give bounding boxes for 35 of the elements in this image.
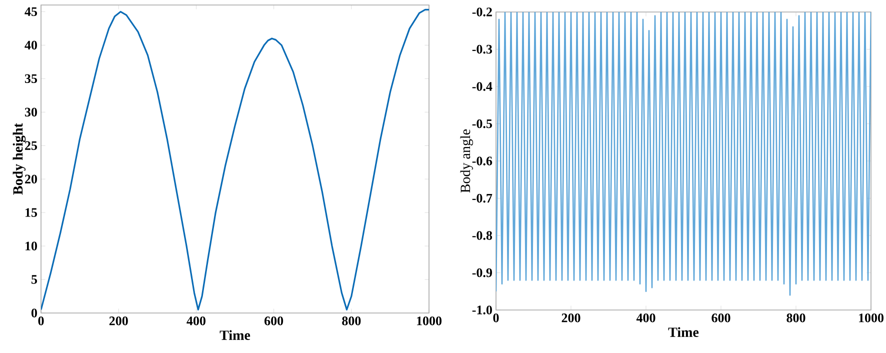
x-tick-label: 800: [342, 316, 361, 326]
y-tick-label: 20: [25, 174, 37, 184]
x-tick-label: 600: [264, 316, 284, 326]
y-tick-label: -0.5: [472, 119, 492, 128]
y-tick-label: -0.7: [472, 194, 492, 203]
y-tick-label: -0.3: [472, 44, 492, 54]
x-axis-title: Time: [220, 330, 250, 340]
x-tick-label: 200: [109, 316, 128, 326]
y-tick-label: 35: [24, 74, 38, 84]
y-axis-title: Body angle: [460, 129, 474, 193]
x-tick-label: 400: [186, 316, 206, 326]
x-tick-label: 0: [38, 316, 44, 326]
x-tick-label: 1000: [417, 316, 442, 326]
y-tick-label: 40: [24, 40, 37, 50]
x-tick-label: 200: [562, 314, 580, 322]
y-tick-label: 10: [26, 242, 37, 250]
x-tick-label: 800: [786, 314, 806, 322]
y-tick-label: 25: [25, 141, 38, 150]
y-tick-label: 45: [24, 7, 38, 16]
x-tick-label: 0: [493, 314, 499, 322]
y-tick-label: -0.9: [472, 268, 492, 278]
y-tick-label: -0.6: [472, 156, 492, 166]
line-series: [496, 12, 871, 296]
x-axis-title: Time: [668, 327, 699, 337]
y-tick-label: -0.8: [472, 231, 492, 240]
x-tick-label: 1000: [859, 314, 884, 322]
x-tick-label: 600: [712, 314, 730, 322]
y-tick-label: 15: [26, 208, 38, 217]
y-tick-label: 5: [32, 275, 38, 284]
y-tick-label: 30: [24, 108, 37, 117]
y-tick-label: -0.2: [472, 8, 492, 16]
y-tick-label: -0.4: [472, 82, 492, 91]
y-tick-label: -1.0: [472, 306, 492, 314]
x-tick-label: 400: [636, 314, 656, 322]
y-axis-title: Body height: [12, 123, 26, 195]
